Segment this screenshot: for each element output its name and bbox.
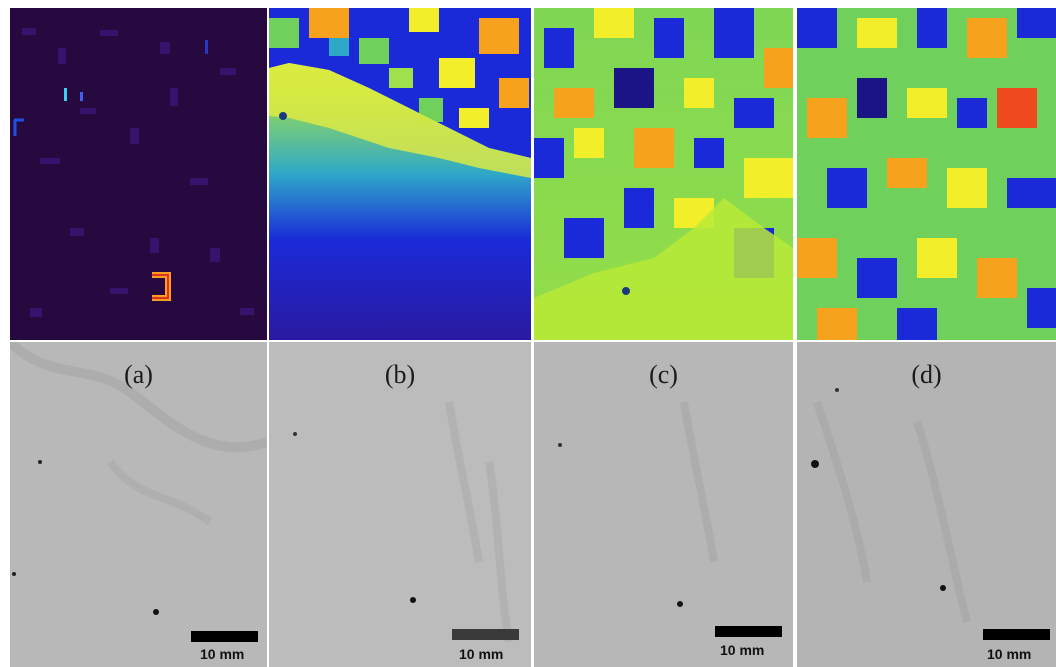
panel-label: (b) xyxy=(384,360,416,389)
scale-bar xyxy=(452,629,519,640)
surface-image-a: (a) 10 mm xyxy=(10,342,267,667)
scale-bar xyxy=(191,631,258,642)
scale-label: 10 mm xyxy=(987,646,1032,662)
color-map-b xyxy=(269,8,531,340)
scale-bar xyxy=(715,626,782,637)
color-map-c xyxy=(534,8,793,340)
panel-label: (c) xyxy=(649,360,678,389)
color-map-a xyxy=(10,8,267,340)
panel-label: (a) xyxy=(124,360,153,389)
surface-image-c: (c) 10 mm xyxy=(534,342,793,667)
scale-label: 10 mm xyxy=(459,646,504,662)
surface-image-b: (b) 10 mm xyxy=(269,342,531,667)
scale-bar xyxy=(983,629,1050,640)
panel-label: (d) xyxy=(911,360,942,389)
scale-label: 10 mm xyxy=(720,642,765,658)
scale-label: 10 mm xyxy=(200,646,245,662)
surface-image-d: (d) 10 mm xyxy=(797,342,1056,667)
color-map-d xyxy=(797,8,1056,340)
